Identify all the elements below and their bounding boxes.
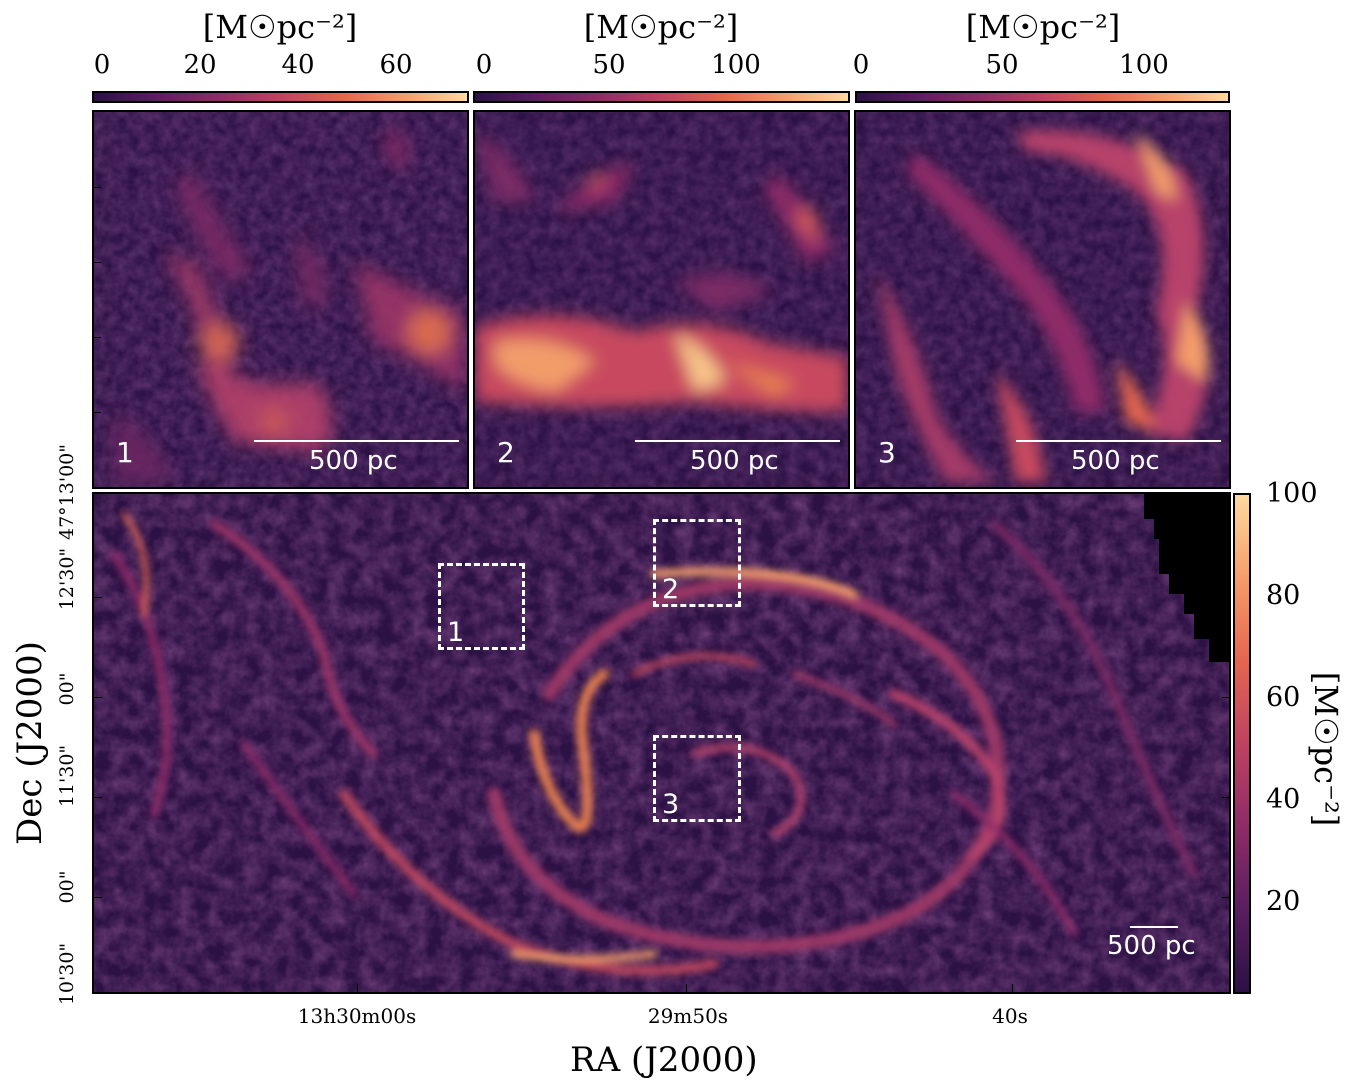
colorbar-tick: 100 <box>711 50 761 80</box>
colorbar-tick: 50 <box>985 50 1019 80</box>
x-axis-title: RA (J2000) <box>570 1040 758 1080</box>
ra-tick-label: 40s <box>992 1004 1028 1028</box>
colorbar-gradient <box>855 91 1230 103</box>
tick-mark <box>94 897 102 898</box>
scale-bar <box>635 440 840 442</box>
colorbar-label: [M☉pc⁻²] <box>583 8 739 46</box>
tick-mark <box>94 262 101 263</box>
y-axis-title: Dec (J2000) <box>10 641 50 845</box>
scale-bar-label: 500 pc <box>309 446 398 476</box>
colorbar-tick: 50 <box>592 50 626 80</box>
dec-tick-label: 00" <box>56 870 78 904</box>
gas-map-image <box>475 112 848 487</box>
zoom-region-box <box>653 735 741 822</box>
dec-tick-label: 00" <box>56 672 78 706</box>
main-galaxy-map: 1 2 3 500 pc <box>92 492 1231 994</box>
colorbar-tick: 40 <box>1266 784 1301 815</box>
zoom-panel-3: 3 500 pc <box>854 110 1231 489</box>
scale-bar-label: 500 pc <box>690 446 779 476</box>
colorbar-tick: 80 <box>1266 580 1301 611</box>
colorbar-tick: 60 <box>379 50 413 80</box>
zoom-panel-1: 1 500 pc <box>92 110 469 489</box>
tick-mark <box>94 187 101 188</box>
dec-tick-label: 10'30" <box>56 942 78 1006</box>
tick-mark <box>1222 597 1229 598</box>
gas-map-image <box>94 112 467 487</box>
tick-mark <box>357 984 358 992</box>
zoom-region-box <box>653 519 741 607</box>
tick-mark <box>1222 797 1229 798</box>
ra-tick-label: 13h30m00s <box>297 1004 417 1028</box>
colorbar-label: [M☉pc⁻²] <box>202 8 358 46</box>
dec-tick-label: 12'30" <box>56 547 78 611</box>
zoom-panel-2: 2 500 pc <box>473 110 850 489</box>
scale-bar-label: 500 pc <box>1071 446 1160 476</box>
colorbar-tick: 60 <box>1266 682 1301 713</box>
tick-mark <box>94 337 101 338</box>
colorbar-tick: 40 <box>281 50 315 80</box>
tick-mark <box>1222 897 1229 898</box>
panel-number: 2 <box>497 436 515 469</box>
panel-number: 1 <box>116 436 134 469</box>
tick-mark <box>686 984 687 992</box>
colorbar-gradient <box>1233 493 1251 994</box>
zoom-region-number: 1 <box>447 617 465 648</box>
colorbar-tick: 100 <box>1266 478 1318 509</box>
tick-mark <box>94 697 102 698</box>
dec-tick-label: 11'30" <box>56 744 78 808</box>
scale-bar-label: 500 pc <box>1107 931 1196 961</box>
zoom-region-number: 3 <box>662 789 680 820</box>
scale-bar <box>1016 440 1221 442</box>
tick-mark <box>94 797 102 798</box>
colorbar-tick: 20 <box>1266 886 1301 917</box>
colorbar-tick: 100 <box>1119 50 1169 80</box>
scale-bar <box>254 440 459 442</box>
tick-mark <box>1222 697 1229 698</box>
colorbar-tick: 20 <box>183 50 217 80</box>
colorbar-gradient <box>92 91 469 103</box>
gas-map-image <box>94 494 1229 992</box>
ra-tick-label: 29m50s <box>647 1004 729 1028</box>
colorbar-gradient <box>473 91 850 103</box>
gas-map-image <box>856 112 1229 487</box>
panel-number: 3 <box>878 436 896 469</box>
colorbar-tick: 0 <box>93 50 111 80</box>
tick-mark <box>94 597 102 598</box>
colorbar-label: [M☉pc⁻²] <box>965 8 1121 46</box>
tick-mark <box>1012 984 1013 992</box>
tick-mark <box>94 412 101 413</box>
masked-region <box>1144 494 1229 662</box>
colorbar-tick: 0 <box>852 50 870 80</box>
zoom-region-box <box>438 563 525 650</box>
colorbar-tick: 0 <box>475 50 493 80</box>
zoom-region-number: 2 <box>662 574 680 605</box>
colorbar-label: [M☉pc⁻²] <box>1307 671 1345 827</box>
scale-bar <box>1130 926 1178 928</box>
